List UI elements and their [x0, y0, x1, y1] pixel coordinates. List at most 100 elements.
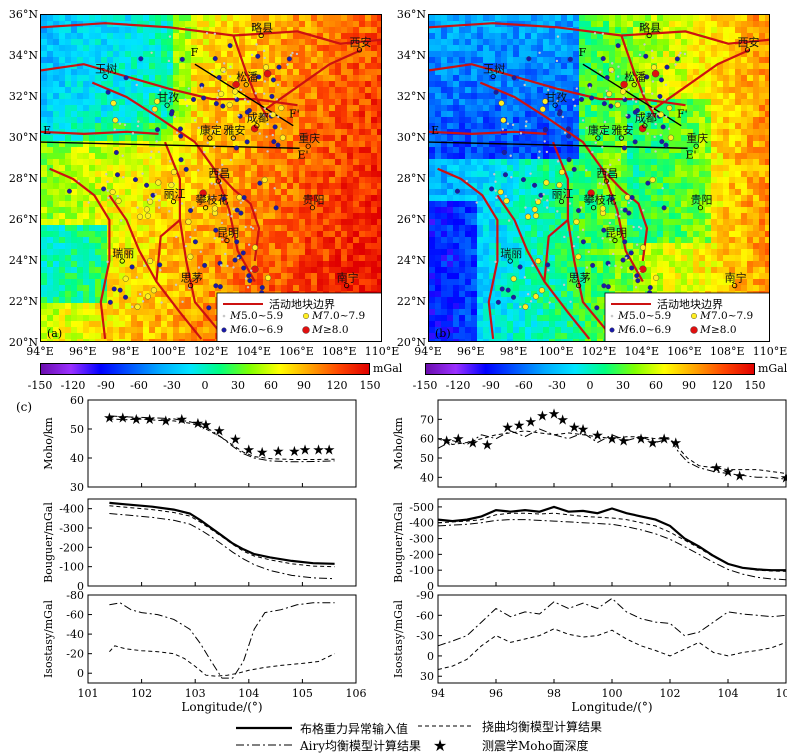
earthquake-marker — [566, 133, 572, 139]
map-panel-label: (a) — [47, 327, 62, 340]
earthquake-marker — [291, 51, 294, 55]
earthquake-marker — [295, 52, 299, 56]
earthquake-marker — [111, 286, 117, 292]
earthquake-marker — [263, 69, 272, 78]
x-axis-label: Longitude/(°) — [181, 700, 262, 714]
earthquake-marker — [535, 198, 538, 202]
earthquake-marker — [617, 65, 620, 68]
earthquake-marker — [113, 128, 116, 131]
earthquake-marker — [622, 207, 628, 213]
earthquake-marker — [632, 277, 636, 280]
earthquake-marker — [615, 213, 618, 216]
earthquake-marker — [106, 260, 109, 264]
city-marker — [344, 282, 350, 289]
colorbar-tick-label: 90 — [297, 379, 311, 392]
earthquake-marker — [548, 301, 551, 304]
earthquake-marker — [495, 299, 501, 305]
earthquake-marker — [563, 131, 567, 134]
earthquake-marker — [197, 126, 200, 129]
block-boundary — [232, 35, 269, 119]
place-name: 略县 — [251, 21, 273, 35]
earthquake-marker — [180, 202, 184, 205]
earthquake-marker — [240, 250, 246, 256]
map-x-tick-label: 96°E — [456, 345, 485, 358]
earthquake-marker — [532, 182, 538, 188]
place-name: 玉树 — [483, 62, 505, 76]
y-tick-label: 30 — [420, 670, 434, 683]
earthquake-marker — [609, 196, 615, 202]
earthquake-marker — [154, 127, 160, 133]
earthquake-marker — [216, 96, 219, 99]
earthquake-marker — [611, 70, 614, 73]
y-tick-label: 0 — [427, 580, 434, 593]
earthquake-marker — [266, 150, 269, 153]
legend-magnitude-marker — [221, 327, 227, 333]
profile-label: F — [579, 46, 587, 59]
map-y-tick-label: 32°N — [8, 90, 38, 103]
earthquake-marker — [538, 51, 541, 54]
earthquake-marker — [141, 300, 145, 303]
earthquake-marker — [206, 141, 209, 144]
earthquake-marker — [151, 106, 158, 113]
y-axis-label: Moho/km — [42, 417, 55, 470]
earthquake-marker — [643, 53, 649, 59]
map-x-tick-label: 94°E — [414, 345, 442, 358]
earthquake-marker — [465, 179, 469, 183]
moho-star-marker: ★ — [536, 408, 549, 424]
block-boundary — [41, 130, 159, 136]
x-tick-label: 102 — [131, 687, 152, 700]
subplot-frame — [437, 594, 787, 684]
block-boundary — [155, 219, 203, 340]
earthquake-marker — [638, 117, 641, 120]
earthquake-marker — [137, 120, 140, 123]
y-tick-label: 60 — [70, 395, 84, 407]
earthquake-marker — [229, 65, 232, 68]
x-tick-label: 106 — [346, 687, 367, 700]
moho-star-marker: ★ — [606, 432, 619, 448]
earthquake-marker — [601, 101, 607, 107]
earthquake-marker — [502, 172, 508, 178]
block-boundary — [264, 48, 363, 111]
earthquake-marker — [244, 277, 248, 280]
earthquake-marker — [134, 303, 141, 310]
earthquake-marker — [286, 56, 292, 62]
earthquake-marker — [123, 75, 129, 81]
earthquake-marker — [604, 75, 610, 81]
earthquake-marker — [101, 186, 107, 192]
colorbar-a — [40, 363, 370, 375]
earthquake-marker — [615, 43, 621, 49]
earthquake-marker — [114, 172, 120, 178]
place-name: 贵阳 — [690, 194, 712, 207]
map-x-tick-label: 106°E — [279, 345, 314, 358]
earthquake-marker — [249, 269, 253, 272]
moho-star-marker: ★ — [722, 465, 735, 481]
earthquake-marker — [581, 228, 585, 232]
map-y-tick-label: 34°N — [396, 49, 426, 62]
map-x-tick-label: 94°E — [26, 345, 54, 358]
map-x-tick-label: 100°E — [538, 345, 574, 358]
earthquake-marker — [529, 172, 532, 175]
earthquake-marker — [232, 266, 235, 269]
earthquake-marker — [532, 293, 539, 300]
legend-magnitude-marker — [302, 326, 310, 334]
earthquake-marker — [503, 197, 510, 204]
earthquake-marker — [170, 169, 177, 176]
place-name: 西昌 — [596, 167, 618, 180]
earthquake-marker — [263, 64, 270, 71]
legend-magnitude-marker — [303, 313, 310, 320]
map-panel-label: (b) — [435, 327, 451, 340]
earthquake-marker — [651, 92, 654, 95]
block-boundary — [496, 194, 546, 283]
map-y-tick-label: 22°N — [8, 295, 38, 308]
earthquake-marker — [241, 195, 247, 201]
legend-star: ★ 测震学Moho面深度 — [433, 736, 589, 754]
moho-star-marker: ★ — [525, 414, 538, 430]
earthquake-marker — [238, 210, 244, 216]
y-tick-label: 40 — [420, 471, 434, 484]
earthquake-marker — [266, 122, 269, 126]
city-marker — [576, 282, 582, 289]
y-tick-label: 50 — [420, 452, 434, 465]
colorbar-tick-label: 90 — [682, 379, 696, 392]
earthquake-marker — [109, 188, 116, 195]
